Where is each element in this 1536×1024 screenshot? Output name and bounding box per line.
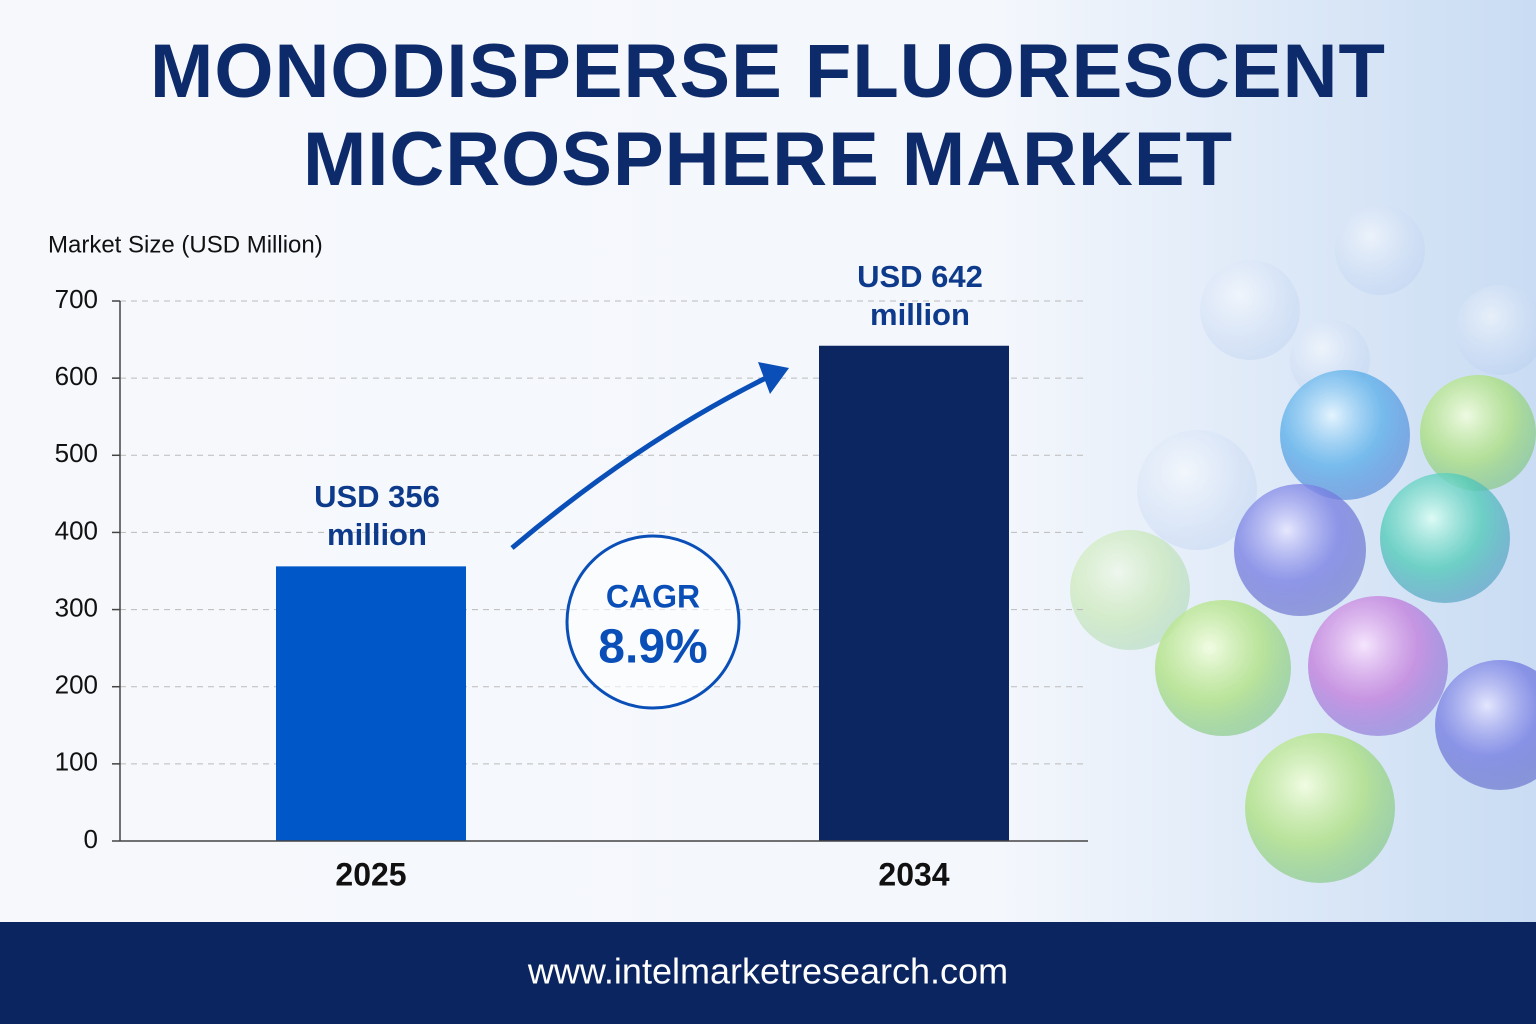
y-tick-label: 700 [55,284,98,314]
y-tick-label: 500 [55,438,98,468]
value-label: USD 642 million [857,258,983,332]
cagr-badge [565,534,741,710]
decorative-spheres [1070,205,1536,883]
value-label: USD 356 million [314,479,440,553]
y-axis-title: Market Size (USD Million) [48,231,323,258]
footer-url: www.intelmarketresearch.com [527,951,1008,992]
x-tick-label: 2025 [335,856,406,892]
y-tick-label: 400 [55,515,98,545]
growth-arrow [510,362,789,550]
y-tick-label: 300 [55,592,98,622]
cagr-value: 8.9% [598,621,707,674]
bar [276,566,466,841]
y-tick-label: 100 [55,747,98,777]
cagr-label: CAGR [606,578,700,614]
footer-band [0,922,1536,1024]
y-tick-label: 200 [55,670,98,700]
bar [819,345,1009,841]
chart-title: MONODISPERSE FLUORESCENT MICROSPHERE MAR… [150,29,1386,202]
y-tick-label: 0 [84,824,98,854]
y-tick-label: 600 [55,361,98,391]
x-tick-label: 2034 [878,856,949,892]
